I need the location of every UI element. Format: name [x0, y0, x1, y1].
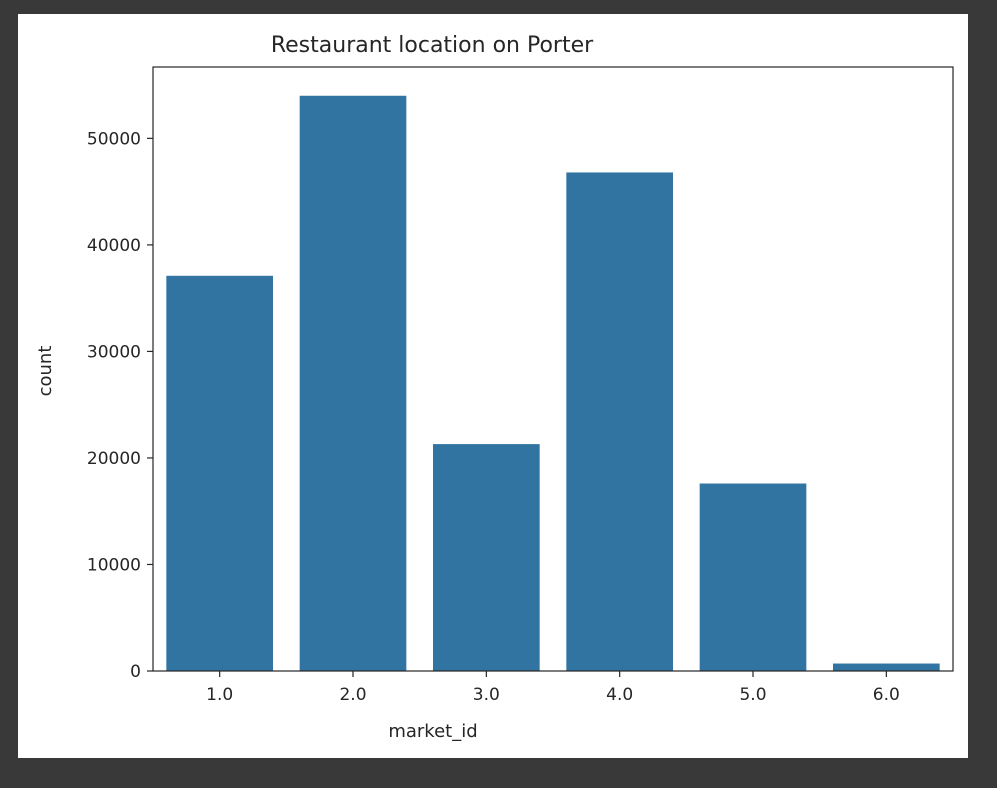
bar-1.0	[166, 275, 273, 671]
figure-canvas: Restaurant location on Porter market_id …	[18, 14, 968, 758]
x-tick-label: 5.0	[739, 685, 766, 705]
x-tick-label: 2.0	[339, 685, 366, 705]
x-tick-label: 3.0	[473, 685, 500, 705]
bar-2.0	[299, 95, 407, 671]
bar-4.0	[566, 172, 673, 671]
y-tick-label: 0	[130, 662, 141, 682]
bar-3.0	[433, 444, 540, 671]
bar-6.0	[833, 663, 940, 671]
plot-area-frame	[152, 66, 954, 672]
y-tick-label: 50000	[87, 129, 141, 149]
x-tick-label: 6.0	[873, 685, 900, 705]
bar-5.0	[699, 483, 807, 671]
chart-title: Restaurant location on Porter	[271, 33, 594, 58]
y-axis-label: count	[35, 346, 56, 397]
x-tick-label: 4.0	[606, 685, 633, 705]
y-tick-label: 10000	[87, 555, 141, 575]
x-ticks-group: 1.0 2.0 3.0 4.0 5.0 6.0	[206, 671, 900, 705]
y-tick-label: 40000	[87, 236, 141, 256]
y-tick-label: 30000	[87, 342, 141, 362]
y-tick-label: 20000	[87, 449, 141, 469]
x-tick-label: 1.0	[206, 685, 233, 705]
bars-group	[166, 95, 940, 671]
bar-chart: Restaurant location on Porter market_id …	[35, 33, 954, 742]
x-axis-label: market_id	[388, 721, 477, 742]
y-ticks-group: 0 10000 20000 30000 40000 50000	[87, 129, 153, 682]
